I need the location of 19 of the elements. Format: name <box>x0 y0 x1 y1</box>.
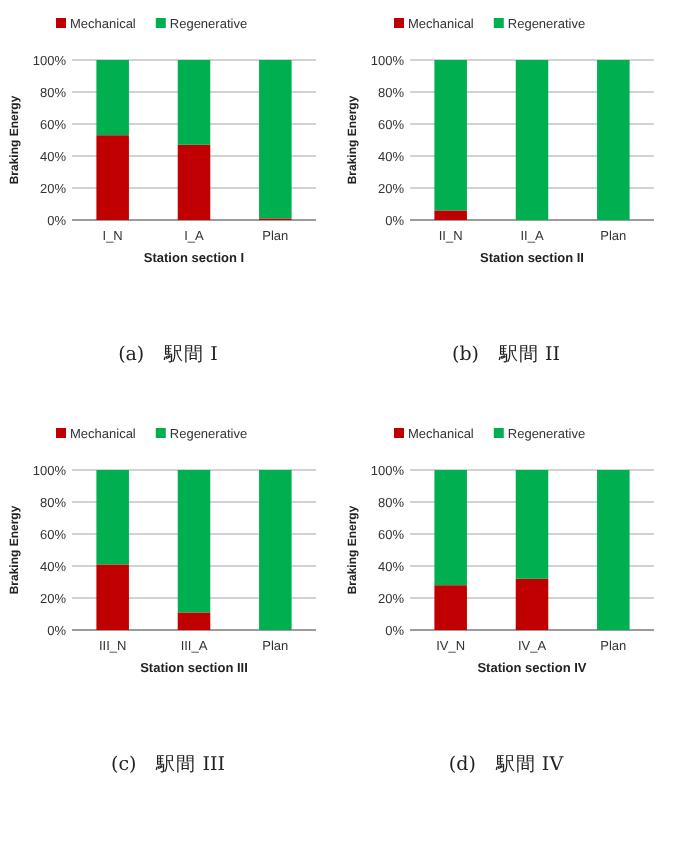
bar <box>597 470 630 630</box>
bar <box>96 470 129 565</box>
text: (a) 駅間 I <box>118 344 219 366</box>
bar <box>259 470 292 630</box>
bar <box>177 60 211 145</box>
text: (c) 駅間 III <box>110 754 226 776</box>
bar <box>96 564 129 630</box>
bar <box>434 470 467 586</box>
bar <box>177 612 211 630</box>
bar <box>259 60 292 219</box>
text: (d) 駅間 IV <box>448 754 564 776</box>
bar <box>515 470 549 579</box>
bar <box>96 135 129 220</box>
bar <box>515 578 549 630</box>
bar <box>177 144 211 220</box>
bar <box>434 585 467 630</box>
text: (b) 駅間 II <box>451 344 561 366</box>
bar <box>96 60 129 136</box>
bar <box>177 470 211 613</box>
